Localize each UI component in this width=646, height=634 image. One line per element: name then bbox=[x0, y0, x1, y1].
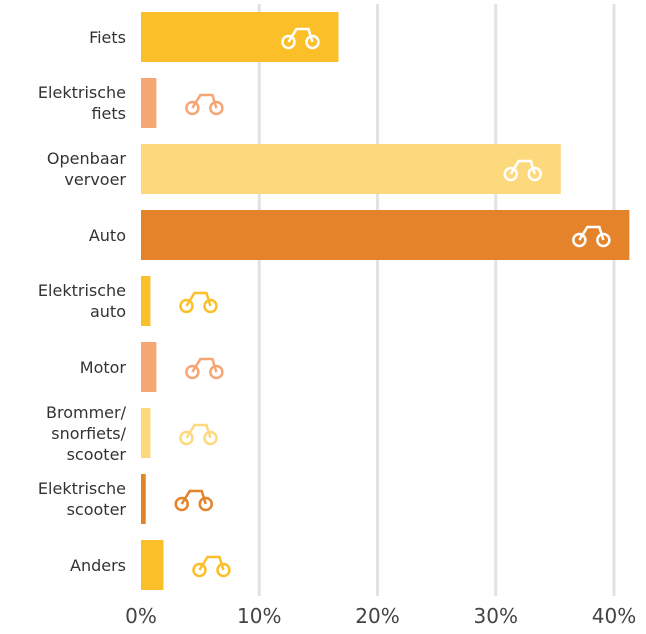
icon-body bbox=[509, 159, 536, 175]
bar bbox=[141, 144, 561, 194]
icon-body bbox=[185, 423, 212, 439]
icon-wheel bbox=[198, 496, 213, 512]
category-label: Elektrische scooter bbox=[37, 479, 126, 519]
icon-wheel bbox=[192, 562, 207, 578]
icon-wheel bbox=[203, 298, 218, 314]
icon-wheel bbox=[596, 232, 611, 248]
bar bbox=[141, 210, 630, 260]
icon bbox=[192, 555, 231, 578]
icon bbox=[179, 291, 218, 314]
icon-wheel bbox=[203, 430, 218, 446]
icon-wheel bbox=[174, 496, 189, 512]
bar bbox=[141, 474, 146, 524]
icon-wheel bbox=[209, 364, 224, 380]
icon-wheel bbox=[216, 562, 231, 578]
icon-body bbox=[180, 489, 207, 505]
icon-wheel bbox=[179, 298, 194, 314]
icon-wheel bbox=[185, 364, 200, 380]
bar bbox=[141, 540, 164, 590]
bar bbox=[141, 12, 339, 62]
icon bbox=[572, 225, 611, 248]
category-label: Openbaar vervoer bbox=[46, 149, 126, 189]
x-tick-label: 20% bbox=[355, 604, 400, 628]
category-label: Brommer/ snorfiets/ scooter bbox=[46, 402, 126, 464]
category-label: Elektrische auto bbox=[37, 281, 126, 321]
icon-wheel bbox=[179, 430, 194, 446]
icon bbox=[174, 489, 213, 512]
icon-body bbox=[191, 93, 218, 109]
icon bbox=[281, 27, 320, 50]
x-tick-label: 30% bbox=[473, 604, 518, 628]
icon-body bbox=[185, 291, 212, 307]
bar bbox=[141, 276, 151, 326]
category-label: Motor bbox=[79, 357, 126, 377]
icon-wheel bbox=[527, 166, 543, 182]
icon-wheel bbox=[281, 34, 296, 50]
x-tick-label: 40% bbox=[591, 604, 637, 628]
bar bbox=[141, 342, 157, 392]
icon bbox=[185, 93, 224, 116]
icon-wheel bbox=[503, 166, 519, 182]
icon-body bbox=[198, 555, 225, 571]
icon-body bbox=[578, 225, 605, 241]
category-label: Elektrische fiets bbox=[37, 83, 126, 123]
icon-wheel bbox=[305, 34, 320, 50]
category-label: Anders bbox=[70, 555, 126, 575]
icon bbox=[179, 423, 218, 446]
category-label: Fiets bbox=[89, 27, 126, 47]
icon-wheel bbox=[185, 100, 200, 116]
icon bbox=[185, 357, 224, 380]
x-tick-label: 10% bbox=[237, 604, 282, 628]
icon-body bbox=[191, 357, 218, 373]
icon-wheel bbox=[572, 232, 587, 248]
x-tick-label: 0% bbox=[125, 604, 157, 628]
bar bbox=[141, 78, 157, 128]
icon-wheel bbox=[209, 100, 224, 116]
bar bbox=[141, 408, 151, 458]
icon-body bbox=[287, 27, 314, 43]
category-label: Auto bbox=[88, 225, 126, 245]
icon bbox=[503, 159, 543, 182]
